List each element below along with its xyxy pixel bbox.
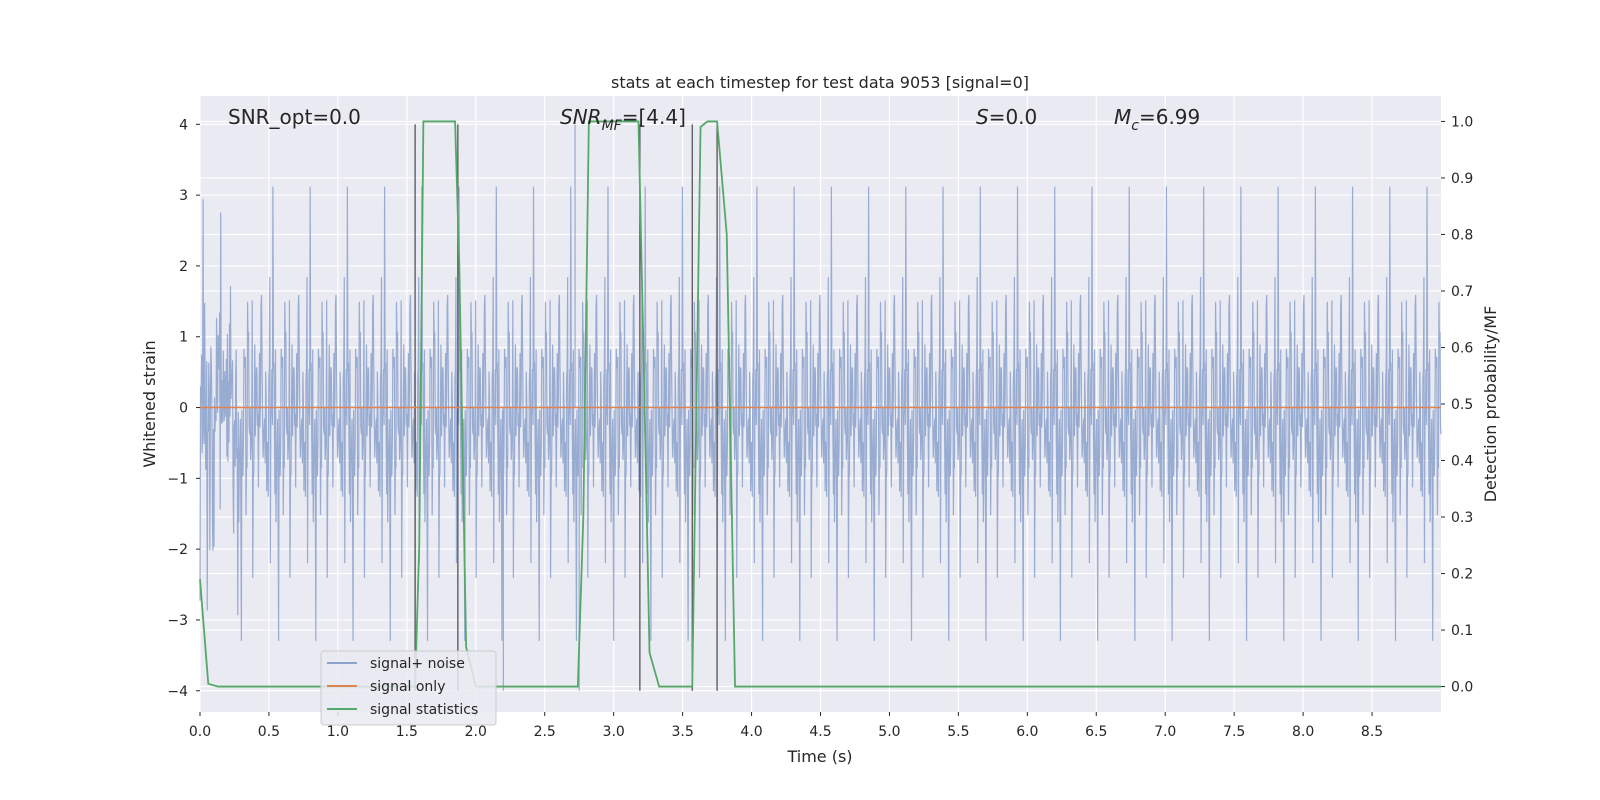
mc-sub: c: [1131, 118, 1139, 134]
y-tick-label: −2: [167, 542, 188, 558]
x-axis-label: Time (s): [786, 747, 852, 766]
y2-tick-label: 0.7: [1451, 284, 1473, 300]
x-tick-label: 7.5: [1223, 724, 1245, 740]
s-rest: =0.0: [989, 105, 1038, 129]
legend-label-signal-only: signal only: [370, 679, 445, 695]
s-annotation: S=0.0: [976, 105, 1037, 129]
x-tick-label: 3.5: [671, 724, 693, 740]
x-tick-label: 0.5: [258, 724, 280, 740]
x-tick-label: 7.0: [1154, 724, 1176, 740]
snr-mf-sub: MF: [602, 118, 623, 134]
y2-tick-label: 0.9: [1451, 171, 1473, 187]
y-tick-label: −1: [167, 471, 188, 487]
x-tick-label: 5.0: [878, 724, 900, 740]
y2-axis-label: Detection probability/MF: [1481, 306, 1500, 503]
legend-box: [320, 650, 497, 726]
signal-statistics-line: [199, 120, 1441, 688]
y-tick-label: 0: [179, 401, 188, 417]
y-tick-label: 3: [179, 188, 188, 204]
snr-mf-rest: =[4.4]: [622, 105, 686, 129]
y2-tick-label: 0.2: [1451, 567, 1473, 583]
y-tick-label: 1: [179, 330, 188, 346]
y2-tick-labels: 1.0 0.9 0.8 0.7 0.6 0.5 0.4 0.3 0.2 0.1 0.0: [1441, 114, 1473, 696]
y-tick-label: −3: [167, 613, 188, 629]
y2-tick-label: 1.0: [1451, 114, 1473, 130]
y-tick-labels: 4 3 2 1 0 −1 −2 −3 −4: [167, 117, 200, 700]
x-tick-label: 6.0: [1016, 724, 1038, 740]
y2-tick-label: 0.5: [1451, 397, 1473, 413]
x-tick-labels: 0.0 0.5 1.0 1.5 2.0 2.5 3.0 3.5 4.0 4.5 5.0 5.5 6.0 6…: [189, 712, 1383, 740]
series-signal-statistics: [199, 120, 1441, 688]
y-axis-label: Whitened strain: [140, 340, 159, 467]
legend-label-signal-statistics: signal statistics: [370, 702, 478, 718]
y-tick-label: 4: [179, 117, 188, 133]
mc-rest: =6.99: [1139, 105, 1200, 129]
legend: signal+ noise signal only signal statist…: [320, 650, 497, 726]
x-tick-label: 6.5: [1085, 724, 1107, 740]
y2-tick-label: 0.0: [1451, 680, 1473, 696]
x-tick-label: 3.0: [603, 724, 625, 740]
x-tick-label: 1.5: [396, 724, 418, 740]
snr-opt-annotation: SNR_opt=0.0: [228, 105, 361, 129]
s-main: S: [976, 105, 989, 129]
mc-annotation: Mc=6.99: [1114, 105, 1200, 134]
x-tick-label: 2.5: [534, 724, 556, 740]
y-tick-label: −4: [167, 684, 188, 700]
x-tick-label: 0.0: [189, 724, 211, 740]
x-tick-label: 2.0: [465, 724, 487, 740]
snr-mf-annotation: SNRMF=[4.4]: [560, 105, 686, 134]
y-tick-label: 2: [179, 259, 188, 275]
x-tick-label: 8.5: [1361, 724, 1383, 740]
y2-tick-label: 0.1: [1451, 623, 1473, 639]
snr-mf-main: SNR: [560, 105, 602, 129]
y2-tick-label: 0.3: [1451, 510, 1473, 526]
mc-main: M: [1114, 105, 1131, 129]
x-tick-label: 4.5: [809, 724, 831, 740]
y2-tick-label: 0.4: [1451, 454, 1473, 470]
chart-title: stats at each timestep for test data 905…: [611, 73, 1029, 92]
y2-tick-label: 0.6: [1451, 340, 1473, 356]
x-tick-label: 8.0: [1292, 724, 1314, 740]
legend-label-signal-noise: signal+ noise: [370, 656, 465, 672]
y2-tick-label: 0.8: [1451, 227, 1473, 243]
x-tick-label: 1.0: [327, 724, 349, 740]
x-tick-label: 4.0: [740, 724, 762, 740]
x-tick-label: 5.5: [947, 724, 969, 740]
